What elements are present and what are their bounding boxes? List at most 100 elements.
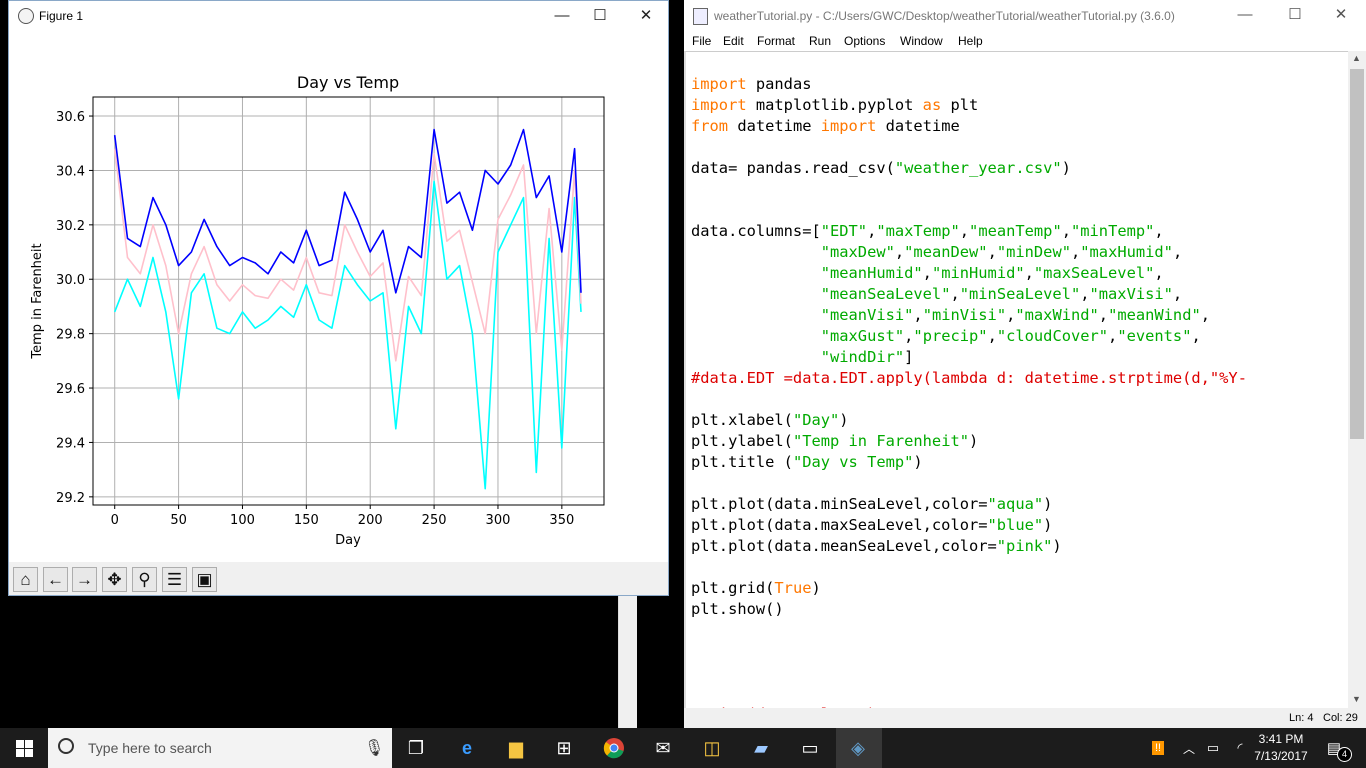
forward-arrow-icon[interactable]: → <box>72 567 97 592</box>
code-token: "minDew" <box>996 243 1071 261</box>
code-line[interactable]: import pandas <box>691 75 811 93</box>
code-line[interactable]: import matplotlib.pyplot as plt <box>691 96 978 114</box>
chrome-icon[interactable] <box>602 736 626 760</box>
minimize-button[interactable]: — <box>554 7 570 24</box>
home-icon[interactable]: ⌂ <box>13 567 38 592</box>
zoom-icon[interactable]: ⚲ <box>132 567 157 592</box>
windows-start-icon[interactable] <box>12 736 36 760</box>
close-button[interactable]: ✕ <box>639 7 653 24</box>
mail-icon[interactable]: ✉ <box>655 737 671 758</box>
wifi-icon[interactable]: ◜ <box>1237 740 1243 755</box>
code-token: , <box>1154 222 1164 240</box>
scroll-down-icon[interactable]: ▼ <box>1352 694 1361 704</box>
code-line[interactable]: "meanSeaLevel","minSeaLevel","maxVisi", <box>691 285 1182 303</box>
code-line[interactable]: "maxDew","meanDew","minDew","maxHumid", <box>691 243 1182 261</box>
code-line[interactable]: data.columns=["EDT","maxTemp","meanTemp"… <box>691 222 1164 240</box>
notification-count: 4 <box>1337 747 1352 762</box>
code-line[interactable]: #print(data.columns) <box>691 705 876 709</box>
taskbar-search-box[interactable]: Type here to search 🎙 <box>48 728 392 768</box>
code-line[interactable]: plt.title ("Day vs Temp") <box>691 453 923 471</box>
scroll-up-icon[interactable]: ▲ <box>1352 53 1361 63</box>
microphone-icon[interactable]: 🎙 <box>364 740 385 757</box>
menu-help[interactable]: Help <box>958 34 983 48</box>
code-line[interactable]: plt.plot(data.maxSeaLevel,color="blue") <box>691 516 1052 534</box>
edge-browser-icon[interactable]: e <box>461 737 472 758</box>
battery-icon[interactable]: ▭ <box>1206 740 1220 755</box>
code-line[interactable]: plt.plot(data.meanSeaLevel,color="pink") <box>691 537 1062 555</box>
store-icon[interactable]: ⊞ <box>556 737 572 758</box>
code-line[interactable]: plt.show() <box>691 600 784 618</box>
code-line[interactable]: "meanHumid","minHumid","maxSeaLevel", <box>691 264 1164 282</box>
code-token: plt.title ( <box>691 453 793 471</box>
scroll-thumb[interactable] <box>1350 69 1364 439</box>
code-token: ) <box>1043 516 1053 534</box>
code-token: , <box>1024 264 1034 282</box>
code-token: plt.xlabel( <box>691 411 793 429</box>
code-line[interactable]: "meanVisi","minVisi","maxWind","meanWind… <box>691 306 1210 324</box>
code-token: , <box>987 243 997 261</box>
code-token: pandas <box>746 75 812 93</box>
code-line[interactable]: data= pandas.read_csv("weather_year.csv"… <box>691 159 1071 177</box>
code-line[interactable]: from datetime import datetime <box>691 117 960 135</box>
code-token <box>691 348 821 366</box>
figure-canvas[interactable]: 0 50 100 150 200 250 300 350 29.2 29.4 29.6 29.8 30.… <box>9 32 668 562</box>
code-token: "maxHumid" <box>1080 243 1173 261</box>
code-token: , <box>1172 285 1183 303</box>
menu-window[interactable]: Window <box>900 34 943 48</box>
editor-maximize-button[interactable]: ☐ <box>1288 6 1302 23</box>
editor-titlebar[interactable]: weatherTutorial.py - C:/Users/GWC/Deskto… <box>684 0 1366 31</box>
code-line[interactable]: plt.xlabel("Day") <box>691 411 849 429</box>
y-tick-label: 30.4 <box>56 164 85 179</box>
code-line[interactable]: #data.EDT =data.EDT.apply(lambda d: date… <box>691 369 1247 387</box>
code-token: "events" <box>1117 327 1192 345</box>
menu-format[interactable]: Format <box>757 34 796 48</box>
code-token: "minHumid" <box>931 264 1025 282</box>
code-token: , <box>922 264 932 282</box>
code-token: , <box>959 222 970 240</box>
chevron-up-icon[interactable]: ︿ <box>1182 741 1195 756</box>
editor-window: weatherTutorial.py - C:/Users/GWC/Deskto… <box>684 0 1366 728</box>
code-token: , <box>1191 327 1201 345</box>
code-token: data= pandas.read_csv( <box>691 159 895 177</box>
notes-icon[interactable]: ▰ <box>754 737 768 758</box>
code-token: import <box>691 75 747 93</box>
update-notification-icon[interactable]: !! <box>1146 736 1170 760</box>
code-token: "EDT" <box>820 222 868 240</box>
maximize-button[interactable]: ☐ <box>593 7 607 24</box>
code-editor[interactable]: import pandas import matplotlib.pyplot a… <box>684 51 1350 709</box>
code-line[interactable]: plt.grid(True) <box>691 579 821 597</box>
menu-options[interactable]: Options <box>844 34 886 48</box>
editor-title: weatherTutorial.py - C:/Users/GWC/Deskto… <box>714 9 1175 23</box>
menu-file[interactable]: File <box>692 34 712 48</box>
figure-titlebar[interactable]: Figure 1 — ☐ ✕ <box>9 1 668 32</box>
task-view-icon[interactable]: ❐ <box>407 737 425 758</box>
code-token: plt.show() <box>691 600 784 618</box>
code-text[interactable]: import pandas import matplotlib.pyplot a… <box>691 74 1247 709</box>
clock-date[interactable]: 7/13/2017 <box>1254 749 1308 763</box>
command-prompt-icon[interactable]: ▭ <box>801 737 819 758</box>
python-idle-icon[interactable]: ◫ <box>703 737 721 758</box>
code-token: "meanVisi" <box>820 306 914 324</box>
file-explorer-icon[interactable]: ▆ <box>509 737 523 758</box>
x-tick-label: 50 <box>170 513 187 528</box>
code-line[interactable]: "windDir"] <box>691 348 914 366</box>
clock-time[interactable]: 3:41 PM <box>1258 732 1304 746</box>
console-scrollbar[interactable] <box>618 596 637 728</box>
menu-run[interactable]: Run <box>809 34 832 48</box>
editor-vertical-scrollbar[interactable]: ▲ ▼ <box>1348 51 1366 708</box>
code-token: "cloudCover" <box>996 327 1109 345</box>
editor-close-button[interactable]: ✕ <box>1334 6 1348 23</box>
code-token <box>691 243 821 261</box>
editor-minimize-button[interactable]: — <box>1237 6 1253 23</box>
back-arrow-icon[interactable]: ← <box>43 567 68 592</box>
configure-subplots-icon[interactable]: ☰ <box>162 567 187 592</box>
code-line[interactable]: plt.ylabel("Temp in Farenheit") <box>691 432 978 450</box>
menu-edit[interactable]: Edit <box>723 34 744 48</box>
code-token: , <box>894 243 905 261</box>
code-line[interactable]: "maxGust","precip","cloudCover","events"… <box>691 327 1201 345</box>
action-center-icon[interactable]: ▤ 4 <box>1322 736 1352 762</box>
code-line[interactable]: plt.plot(data.minSeaLevel,color="aqua") <box>691 495 1052 513</box>
save-icon[interactable]: ▣ <box>192 567 217 592</box>
pan-icon[interactable]: ✥ <box>102 567 127 592</box>
python-icon[interactable]: ◈ <box>851 737 865 758</box>
